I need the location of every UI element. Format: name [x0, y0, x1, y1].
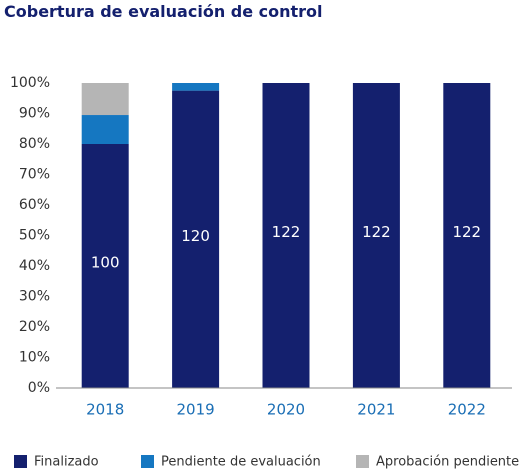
x-tick-label: 2019: [177, 401, 215, 419]
chart-title: Cobertura de evaluación de control: [4, 2, 323, 21]
y-tick-label: 70%: [19, 167, 50, 183]
y-tick-label: 20%: [19, 319, 50, 335]
bar-segment: [443, 83, 491, 388]
bar-label: 122: [362, 223, 391, 241]
legend-swatch: [356, 455, 369, 468]
y-tick-label: 30%: [19, 289, 50, 305]
y-tick-label: 40%: [19, 258, 50, 274]
bar-label: 122: [452, 223, 481, 241]
bar-label: 120: [181, 227, 210, 245]
x-tick-label: 2021: [357, 401, 395, 419]
legend-label: Finalizado: [34, 455, 99, 470]
bar-segment: [172, 83, 220, 91]
x-tick-label: 2020: [267, 401, 305, 419]
bar-segment: [352, 83, 400, 388]
y-tick-label: 80%: [19, 136, 50, 152]
bar-segment: [81, 144, 129, 388]
y-tick-label: 100%: [10, 75, 50, 91]
y-tick-label: 90%: [19, 106, 50, 122]
bar-segment: [262, 83, 310, 388]
legend-label: Pendiente de evaluación: [161, 455, 321, 470]
bar-segment: [81, 115, 129, 144]
legend-swatch: [141, 455, 154, 468]
bar-label: 122: [272, 223, 301, 241]
y-tick-label: 50%: [19, 228, 50, 244]
y-tick-label: 60%: [19, 197, 50, 213]
y-tick-label: 0%: [28, 380, 50, 396]
bar-segment: [81, 83, 129, 116]
bar-label: 100: [91, 254, 120, 272]
y-tick-label: 10%: [19, 350, 50, 366]
legend-label: Aprobación pendiente: [376, 455, 519, 470]
bar-segment: [172, 90, 220, 388]
legend-swatch: [14, 455, 27, 468]
x-tick-label: 2018: [86, 401, 124, 419]
x-tick-label: 2022: [448, 401, 486, 419]
